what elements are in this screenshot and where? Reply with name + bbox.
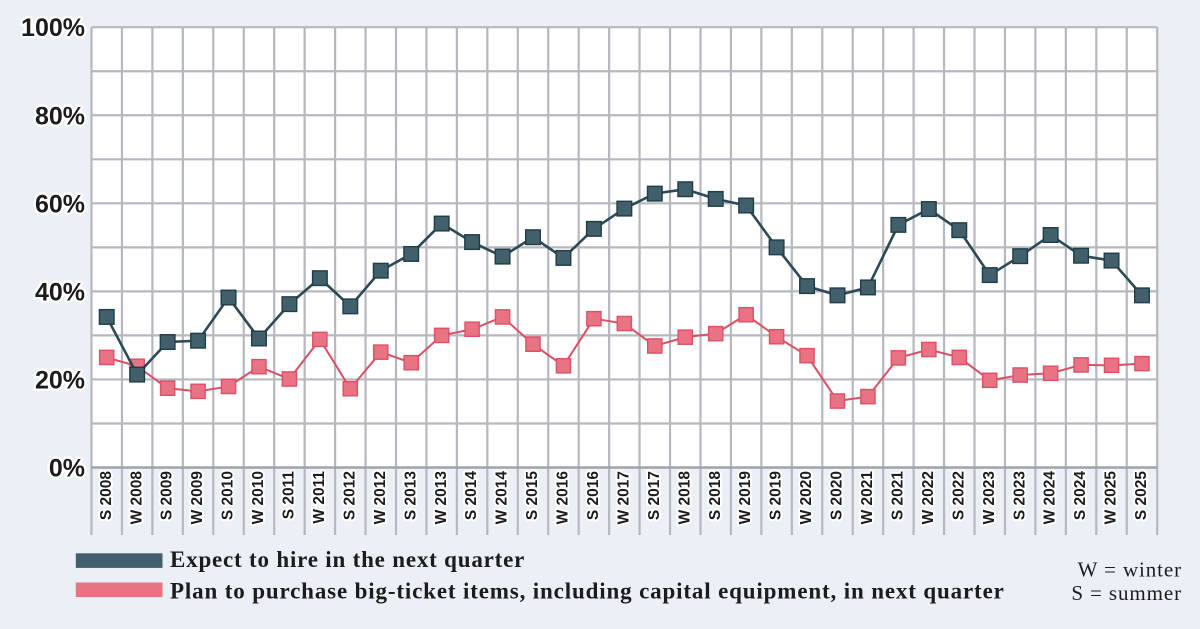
svg-text:W = winter: W = winter [1078, 558, 1182, 582]
svg-text:W 2012: W 2012 [372, 471, 389, 524]
svg-text:W 2019: W 2019 [737, 471, 754, 525]
svg-text:W 2016: W 2016 [555, 471, 572, 525]
svg-text:80%: 80% [35, 102, 85, 130]
svg-text:S 2012: S 2012 [341, 471, 358, 520]
svg-text:W 2022: W 2022 [920, 471, 937, 524]
svg-text:S 2025: S 2025 [1133, 471, 1150, 521]
svg-text:S 2013: S 2013 [402, 471, 419, 521]
svg-text:Plan to purchase big-ticket it: Plan to purchase big-ticket items, inclu… [170, 578, 1005, 603]
svg-text:S 2008: S 2008 [98, 471, 115, 521]
svg-text:W 2024: W 2024 [1042, 471, 1059, 525]
svg-text:S 2021: S 2021 [889, 471, 906, 521]
svg-text:W 2014: W 2014 [494, 471, 511, 525]
svg-text:100%: 100% [21, 14, 85, 42]
svg-text:0%: 0% [49, 455, 85, 483]
svg-text:S 2011: S 2011 [281, 471, 298, 520]
svg-text:S 2014: S 2014 [463, 471, 480, 521]
svg-text:S = summer: S = summer [1071, 581, 1182, 605]
svg-text:S 2020: S 2020 [829, 471, 846, 520]
svg-text:S 2024: S 2024 [1072, 471, 1089, 521]
svg-text:S 2017: S 2017 [646, 471, 663, 520]
svg-text:W 2008: W 2008 [128, 471, 145, 525]
svg-text:S 2023: S 2023 [1011, 471, 1028, 521]
svg-text:W 2020: W 2020 [798, 471, 815, 524]
svg-text:W 2023: W 2023 [981, 471, 998, 525]
svg-text:S 2015: S 2015 [524, 471, 541, 521]
svg-text:Expect to hire in the next qua: Expect to hire in the next quarter [170, 547, 525, 572]
svg-text:20%: 20% [35, 366, 85, 394]
svg-text:S 2018: S 2018 [707, 471, 724, 521]
svg-text:S 2016: S 2016 [585, 471, 602, 521]
svg-text:S 2009: S 2009 [159, 471, 176, 521]
svg-text:60%: 60% [35, 190, 85, 218]
svg-text:W 2011: W 2011 [311, 471, 328, 524]
svg-text:S 2010: S 2010 [220, 471, 237, 520]
svg-text:W 2009: W 2009 [189, 471, 206, 525]
svg-text:W 2010: W 2010 [250, 471, 267, 524]
svg-text:W 2025: W 2025 [1103, 471, 1120, 525]
svg-text:W 2018: W 2018 [676, 471, 693, 525]
svg-text:40%: 40% [35, 278, 85, 306]
svg-text:S 2022: S 2022 [950, 471, 967, 520]
svg-text:S 2019: S 2019 [768, 471, 785, 521]
svg-text:W 2017: W 2017 [615, 471, 632, 524]
svg-text:W 2013: W 2013 [433, 471, 450, 525]
svg-text:W 2021: W 2021 [859, 471, 876, 525]
